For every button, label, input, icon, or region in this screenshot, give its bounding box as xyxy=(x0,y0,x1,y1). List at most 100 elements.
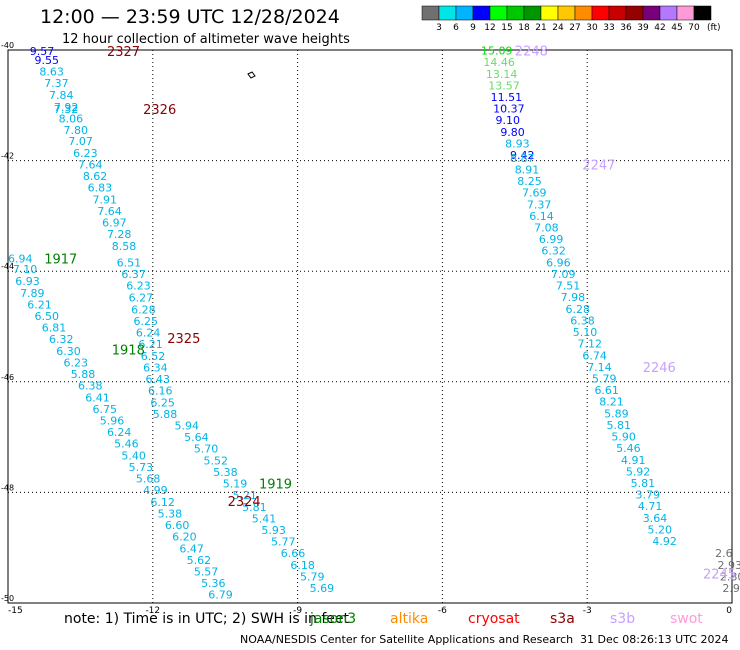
colorbar-tick-label: 15 xyxy=(501,23,512,33)
swh-value: 9.80 xyxy=(500,126,525,139)
swh-value: 8.21 xyxy=(599,396,624,409)
swh-value: 5.81 xyxy=(607,419,632,432)
swh-value: 6.27 xyxy=(129,292,154,305)
swh-value: 5.79 xyxy=(300,570,325,583)
swh-value: 6.47 xyxy=(179,542,204,555)
colorbar-swatch xyxy=(625,5,644,21)
x-tick-label: -12 xyxy=(145,606,160,616)
pass-label: 1918 xyxy=(112,344,145,359)
swh-value: 2.92 xyxy=(722,582,740,595)
pass-label: 2325 xyxy=(167,332,200,347)
colorbar-swatch xyxy=(659,5,678,21)
swh-value: 5.38 xyxy=(213,466,238,479)
swh-value: 7.89 xyxy=(20,287,45,300)
swh-value: 5.77 xyxy=(271,536,296,549)
swh-value: 7.92 xyxy=(54,101,79,114)
swh-value: 6.30 xyxy=(56,345,80,358)
colorbar-swatch xyxy=(506,5,525,21)
swh-value: 6.16 xyxy=(148,385,173,398)
swh-value: 5.38 xyxy=(158,507,183,520)
swh-value: 15.09 xyxy=(481,45,512,58)
swh-value: 6.61 xyxy=(594,384,619,397)
swh-value: 6.97 xyxy=(102,217,127,230)
swh-value: 6.38 xyxy=(78,380,103,393)
swh-value: 6.23 xyxy=(64,356,89,369)
pass-label: 1917 xyxy=(44,252,77,267)
swh-value: 7.07 xyxy=(68,135,93,148)
swh-value: 6.81 xyxy=(42,322,67,335)
x-tick-label: 0 xyxy=(726,606,732,616)
swh-value: 8.87 xyxy=(510,152,535,165)
swh-value: 5.52 xyxy=(203,454,228,467)
swh-value: 6.12 xyxy=(150,496,175,509)
swh-value: 3.79 xyxy=(635,489,660,502)
swh-value: 6.25 xyxy=(133,315,158,328)
swh-value: 7.09 xyxy=(551,268,576,281)
swh-value: 7.80 xyxy=(64,124,89,137)
swh-value: 8.06 xyxy=(59,113,84,126)
swh-value: 6.74 xyxy=(582,349,607,362)
swh-value: 6.75 xyxy=(92,403,117,416)
swh-value: 6.32 xyxy=(49,333,74,346)
swh-value: 8.62 xyxy=(83,170,108,183)
swh-value: 4.92 xyxy=(652,535,677,548)
swh-value: 5.90 xyxy=(611,431,636,444)
colorbar-swatch xyxy=(693,5,712,21)
swh-value: 8.58 xyxy=(112,240,137,253)
legend-altika: altika xyxy=(390,611,429,627)
swh-value: 6.28 xyxy=(565,303,590,316)
swh-value: 5.73 xyxy=(129,461,154,474)
colorbar-swatch xyxy=(540,5,559,21)
legend-swot: swot xyxy=(670,611,703,627)
swh-value: 11.51 xyxy=(491,91,522,104)
swh-value: 9.57 xyxy=(30,45,55,58)
colorbar-swatch xyxy=(676,5,695,21)
swh-value: 5.70 xyxy=(194,443,219,456)
swh-value: 5.10 xyxy=(573,326,598,339)
swh-value: 6.43 xyxy=(146,373,171,386)
y-tick-label: -50 xyxy=(1,594,14,603)
pass-label: 2246 xyxy=(643,361,676,376)
colorbar-swatch xyxy=(574,5,593,21)
swh-value: 6.52 xyxy=(141,350,166,363)
swh-value: 6.66 xyxy=(281,547,306,560)
swh-value: 5.20 xyxy=(648,523,673,536)
legend-s3a: s3a xyxy=(550,611,575,627)
timestamp: 31 Dec 08:26:13 UTC 2024 xyxy=(580,633,729,646)
swh-value: 9.55 xyxy=(35,54,60,67)
colorbar-swatch xyxy=(608,5,627,21)
swh-value: 6.93 xyxy=(15,275,39,288)
swh-value: 5.88 xyxy=(71,368,96,381)
swh-value: 10.37 xyxy=(493,103,524,116)
swh-value: 6.20 xyxy=(172,531,197,544)
swh-value: 9.42 xyxy=(510,149,535,162)
swh-value: 6.50 xyxy=(35,310,60,323)
swh-value: 5.93 xyxy=(261,524,286,537)
swh-value: 6.24 xyxy=(107,426,131,439)
pass-label: 2326 xyxy=(143,103,176,118)
swh-value: 5.62 xyxy=(187,554,212,567)
colorbar-tick-label: 70 xyxy=(688,23,700,33)
swh-value: 5.19 xyxy=(223,478,248,491)
swh-value: 4.99 xyxy=(143,484,168,497)
swh-value: 5.46 xyxy=(616,442,641,455)
pass-label: 2248 xyxy=(515,45,548,60)
swh-value: 8.63 xyxy=(39,66,64,79)
swh-value: 5.21 xyxy=(232,489,257,502)
swh-values: 9.579.558.637.377.847.927.328.067.807.07… xyxy=(8,45,740,602)
footer-note: note: 1) Time is in UTC; 2) SWH is in fe… xyxy=(64,611,350,627)
colorbar-swatch xyxy=(557,5,576,21)
swh-value: 6.38 xyxy=(570,314,595,327)
swh-value: 5.69 xyxy=(310,582,335,595)
swh-value: 7.98 xyxy=(561,291,586,304)
swh-value: 7.84 xyxy=(49,89,74,102)
colorbar-tick-label: 24 xyxy=(552,23,564,33)
colorbar-swatch xyxy=(489,5,508,21)
y-tick-label: -44 xyxy=(1,262,14,271)
colorbar-swatch xyxy=(438,5,457,21)
plot-area xyxy=(7,49,733,604)
pass-label: 2247 xyxy=(582,158,615,173)
swh-value: 4.91 xyxy=(621,454,646,467)
swh-value: 5.57 xyxy=(194,565,219,578)
